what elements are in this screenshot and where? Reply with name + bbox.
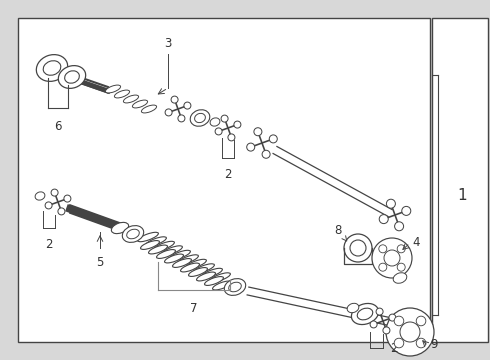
Ellipse shape [172, 258, 192, 267]
Ellipse shape [105, 85, 121, 93]
Ellipse shape [357, 308, 373, 320]
Ellipse shape [224, 279, 245, 296]
Ellipse shape [210, 118, 220, 126]
Circle shape [254, 128, 262, 136]
Circle shape [387, 199, 395, 208]
Circle shape [215, 128, 222, 135]
Circle shape [394, 222, 404, 231]
Text: 2: 2 [224, 168, 232, 181]
Ellipse shape [58, 66, 86, 89]
Ellipse shape [148, 245, 168, 254]
Ellipse shape [165, 254, 183, 263]
Ellipse shape [138, 232, 158, 242]
Ellipse shape [65, 71, 79, 83]
Ellipse shape [204, 276, 223, 285]
Circle shape [376, 308, 383, 315]
Text: 3: 3 [164, 37, 171, 50]
Circle shape [178, 115, 185, 122]
Ellipse shape [43, 61, 61, 75]
Circle shape [386, 308, 434, 356]
Circle shape [397, 263, 405, 271]
Circle shape [416, 316, 426, 326]
Ellipse shape [127, 229, 139, 239]
Ellipse shape [347, 303, 359, 313]
Circle shape [400, 322, 420, 342]
Ellipse shape [180, 263, 199, 272]
Circle shape [247, 143, 255, 151]
Ellipse shape [351, 303, 379, 325]
Circle shape [228, 134, 235, 141]
Text: 4: 4 [412, 235, 419, 248]
Circle shape [384, 250, 400, 266]
Circle shape [370, 321, 377, 328]
Ellipse shape [141, 240, 159, 249]
Ellipse shape [114, 90, 129, 98]
Text: 2: 2 [45, 238, 53, 251]
Circle shape [372, 238, 412, 278]
Text: 9: 9 [430, 338, 438, 351]
Text: 7: 7 [190, 302, 198, 315]
Ellipse shape [210, 273, 230, 282]
Text: 1: 1 [457, 188, 467, 202]
Circle shape [184, 102, 191, 109]
Ellipse shape [190, 110, 210, 126]
Circle shape [379, 215, 388, 224]
Bar [18, 18, 430, 342]
Ellipse shape [170, 250, 191, 260]
Circle shape [234, 121, 241, 128]
Ellipse shape [111, 222, 129, 234]
Text: 6: 6 [54, 120, 62, 133]
Ellipse shape [36, 55, 68, 81]
Circle shape [394, 338, 404, 348]
Ellipse shape [189, 267, 207, 276]
Text: 8: 8 [334, 224, 347, 241]
Ellipse shape [146, 237, 167, 246]
Ellipse shape [201, 268, 222, 278]
Ellipse shape [162, 246, 182, 255]
Ellipse shape [122, 226, 144, 242]
Bar [432, 18, 488, 342]
Ellipse shape [142, 105, 157, 113]
Circle shape [379, 263, 387, 271]
Circle shape [397, 245, 405, 253]
Ellipse shape [177, 255, 198, 264]
Ellipse shape [123, 95, 139, 103]
Circle shape [379, 245, 387, 253]
Ellipse shape [35, 192, 45, 200]
Ellipse shape [156, 249, 175, 258]
Circle shape [350, 240, 366, 256]
Circle shape [270, 135, 277, 143]
Circle shape [383, 327, 390, 334]
Circle shape [389, 314, 396, 321]
Circle shape [45, 202, 52, 209]
Text: 2: 2 [390, 342, 397, 355]
Ellipse shape [229, 282, 241, 292]
Ellipse shape [393, 273, 407, 283]
Text: 5: 5 [97, 256, 104, 269]
Circle shape [394, 316, 404, 326]
Circle shape [58, 208, 65, 215]
Circle shape [344, 234, 372, 262]
Ellipse shape [153, 241, 174, 251]
Ellipse shape [213, 281, 231, 290]
Circle shape [171, 96, 178, 103]
Ellipse shape [196, 272, 216, 281]
Circle shape [402, 206, 411, 215]
Circle shape [64, 195, 71, 202]
Circle shape [51, 189, 58, 196]
Circle shape [165, 109, 172, 116]
Circle shape [221, 115, 228, 122]
Ellipse shape [194, 264, 215, 273]
Ellipse shape [132, 100, 147, 108]
Circle shape [416, 338, 426, 348]
Ellipse shape [186, 259, 206, 269]
Circle shape [262, 150, 270, 158]
Ellipse shape [195, 113, 205, 123]
